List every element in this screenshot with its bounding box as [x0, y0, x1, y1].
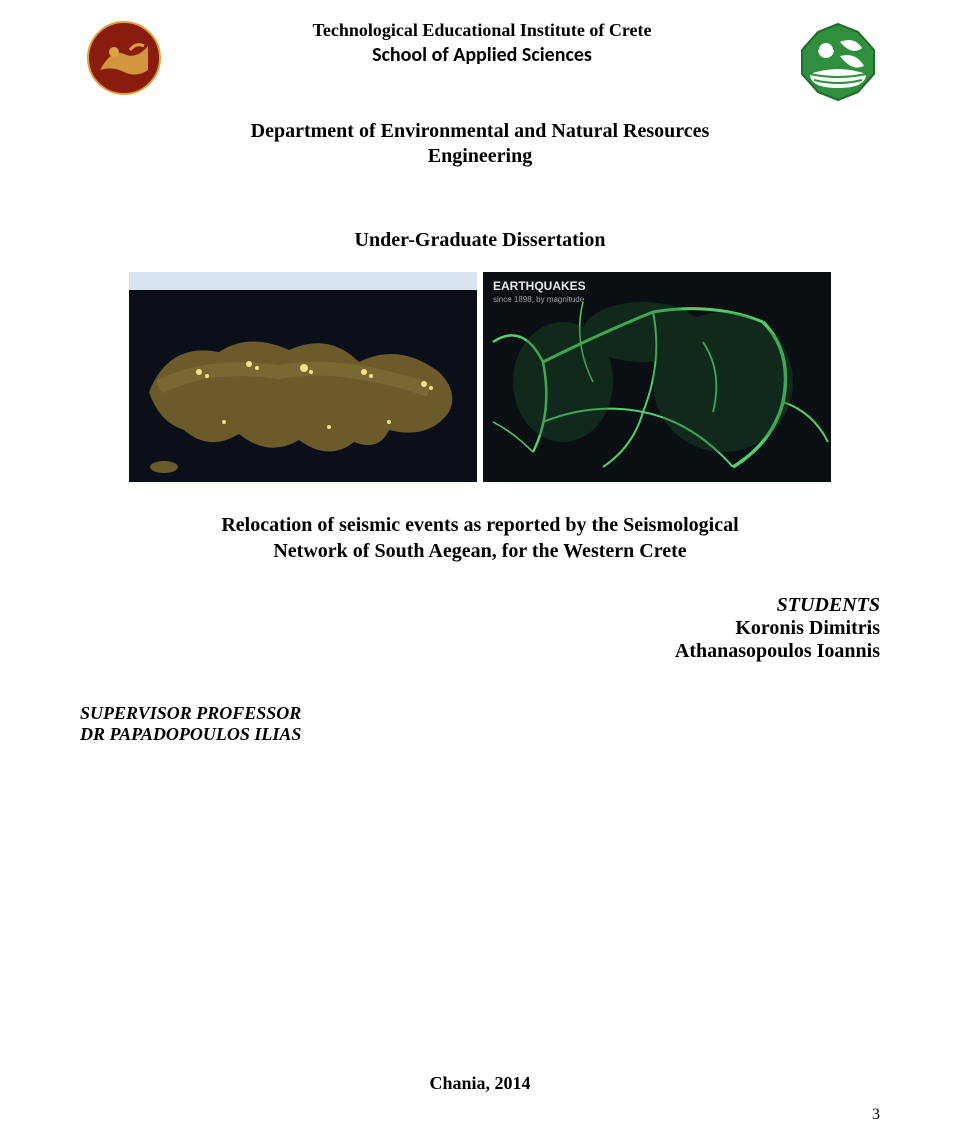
logo-left-crest — [80, 20, 168, 101]
supervisor-block: SUPERVISOR PROFESSOR DR PAPADOPOULOS ILI… — [80, 703, 880, 745]
environmental-emblem-icon — [796, 20, 880, 104]
thesis-title-line-2: Network of South Aegean, for the Western… — [120, 538, 840, 564]
tei-crete-crest-icon — [80, 20, 168, 96]
supervisor-label: SUPERVISOR PROFESSOR — [80, 703, 880, 724]
header-text-block: Technological Educational Institute of C… — [168, 20, 796, 67]
page-number: 3 — [872, 1106, 880, 1124]
footer-place-year: Chania, 2014 — [0, 1073, 960, 1094]
logo-right-emblem — [796, 20, 880, 109]
school-name: School of Applied Sciences — [178, 43, 786, 67]
figure-right-title: EARTHQUAKES — [493, 279, 586, 293]
thesis-title-block: Relocation of seismic events as reported… — [120, 512, 840, 564]
supervisor-name: DR PAPADOPOULOS ILIAS — [80, 724, 880, 745]
thesis-title-line-1: Relocation of seismic events as reported… — [120, 512, 840, 538]
page-header: Technological Educational Institute of C… — [80, 20, 880, 109]
figure-right-earthquakes-map-icon: EARTHQUAKES since 1898, by magnitude — [483, 272, 831, 482]
figure-right-subtitle: since 1898, by magnitude — [493, 295, 585, 304]
department-line-1: Department of Environmental and Natural … — [80, 119, 880, 144]
student-name-1: Koronis Dimitris — [80, 617, 880, 640]
department-block: Department of Environmental and Natural … — [80, 119, 880, 169]
dissertation-label: Under-Graduate Dissertation — [80, 229, 880, 252]
department-line-2: Engineering — [80, 144, 880, 169]
figure-row: EARTHQUAKES since 1898, by magnitude — [80, 272, 880, 482]
figure-left-crete-night-icon — [129, 272, 477, 482]
student-name-2: Athanasopoulos Ioannis — [80, 640, 880, 663]
students-label: STUDENTS — [80, 594, 880, 617]
students-block: STUDENTS Koronis Dimitris Athanasopoulos… — [80, 594, 880, 663]
institute-name: Technological Educational Institute of C… — [178, 20, 786, 41]
